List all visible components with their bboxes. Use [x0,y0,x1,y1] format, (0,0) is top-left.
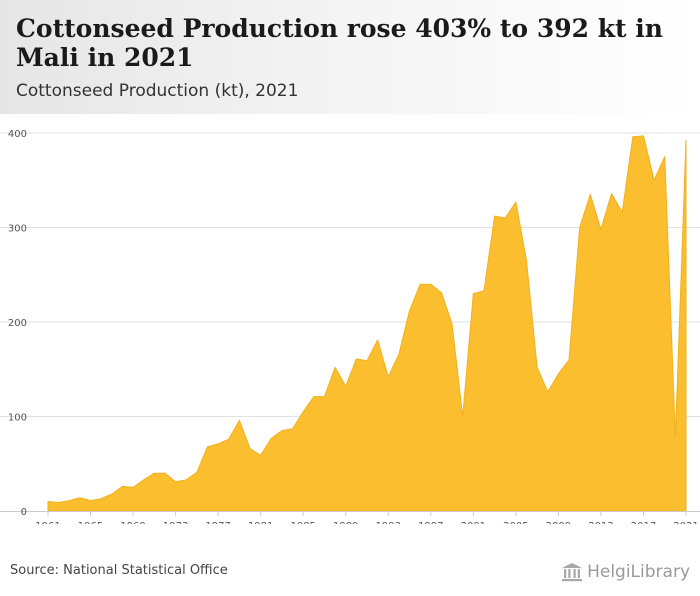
x-tick-label-2017: 2017 [631,521,656,524]
data-point-2005 [515,201,517,203]
chart-title: Cottonseed Production rose 403% to 392 k… [16,14,663,72]
data-point-1990 [355,358,357,360]
library-building-icon [562,563,583,582]
data-point-1962 [57,501,59,503]
data-point-1997 [430,283,432,285]
data-point-1994 [398,353,400,355]
x-tick-label-1969: 1969 [120,521,145,524]
data-point-1991 [366,360,368,362]
data-point-1972 [164,472,166,474]
data-point-1968 [121,485,123,487]
x-tick-label-1985: 1985 [290,521,315,524]
x-axis-labels: 1961 1965 1969 1973 1977 1981 1985 1989 1993 1997… [35,521,698,524]
data-point-1987 [323,395,325,397]
x-axis [0,511,700,516]
data-point-1978 [228,438,230,440]
y-tick-label-300: 300 [8,224,27,235]
y-tick-label-400: 400 [8,129,27,140]
data-point-2020 [674,436,676,438]
data-point-2006 [525,259,527,261]
x-tick-label-2021: 2021 [673,521,698,524]
data-point-1983 [281,429,283,431]
data-point-1982 [270,437,272,439]
data-point-2012 [589,193,591,195]
data-point-2002 [483,290,485,292]
brand-name: HelgiLibrary [587,562,690,582]
data-point-1976 [206,446,208,448]
data-point-1993 [387,376,389,378]
x-tick-label-1989: 1989 [333,521,358,524]
data-point-1981 [259,454,261,456]
data-point-2010 [568,359,570,361]
x-tick-label-1997: 1997 [418,521,443,524]
data-point-2014 [610,192,612,194]
data-point-1965 [89,499,91,501]
y-axis-labels: 0 100 200 300 400 [8,129,27,518]
data-point-2019 [664,155,666,157]
data-point-1988 [334,366,336,368]
data-point-1964 [79,497,81,499]
x-tick-label-2013: 2013 [588,521,613,524]
x-tick-label-2001: 2001 [461,521,486,524]
data-point-1974 [185,479,187,481]
data-point-1961 [47,500,49,502]
x-tick-label-1965: 1965 [78,521,103,524]
x-tick-label-2009: 2009 [546,521,571,524]
production-area [47,135,687,512]
x-tick-label-2005: 2005 [503,521,528,524]
y-tick-label-200: 200 [8,318,27,329]
data-point-1985 [302,411,304,413]
area-series [47,135,687,512]
x-tick-label-1961: 1961 [35,521,60,524]
chart-subtitle: Cottonseed Production (kt), 2021 [16,81,299,101]
x-tick-label-1993: 1993 [376,521,401,524]
data-point-1980 [249,447,251,449]
source-note: Source: National Statistical Office [10,563,228,578]
data-point-1999 [451,323,453,325]
data-point-1998 [440,292,442,294]
data-point-2013 [600,228,602,230]
data-point-2000 [462,415,464,417]
data-point-2016 [632,136,634,138]
data-point-2009 [557,373,559,375]
helgi-library-logo[interactable]: HelgiLibrary [561,560,690,584]
data-point-1989 [345,385,347,387]
data-point-2017 [642,135,644,137]
y-tick-label-0: 0 [21,507,27,518]
data-point-1995 [408,309,410,311]
data-point-2021 [685,139,687,141]
data-point-1963 [68,499,70,501]
x-tick-label-1973: 1973 [163,521,188,524]
data-point-2008 [547,391,549,393]
data-point-1973 [174,481,176,483]
data-point-2007 [536,366,538,368]
y-tick-label-100: 100 [8,413,27,424]
data-point-2011 [578,226,580,228]
data-point-2018 [653,179,655,181]
data-point-2003 [493,215,495,217]
data-point-1969 [132,486,134,488]
header-banner: Cottonseed Production rose 403% to 392 k… [0,0,700,114]
data-point-1984 [291,428,293,430]
x-tick-label-1977: 1977 [205,521,230,524]
data-point-1979 [238,419,240,421]
data-point-2015 [621,211,623,213]
data-point-1966 [100,498,102,500]
data-point-2004 [504,217,506,219]
data-point-1986 [313,395,315,397]
data-point-1996 [419,283,421,285]
data-point-1977 [217,443,219,445]
x-tick-label-1981: 1981 [248,521,273,524]
data-point-1967 [111,493,113,495]
data-point-1975 [196,471,198,473]
data-point-2001 [472,292,474,294]
data-point-1992 [376,339,378,341]
data-point-1971 [153,472,155,474]
data-point-1970 [143,479,145,481]
